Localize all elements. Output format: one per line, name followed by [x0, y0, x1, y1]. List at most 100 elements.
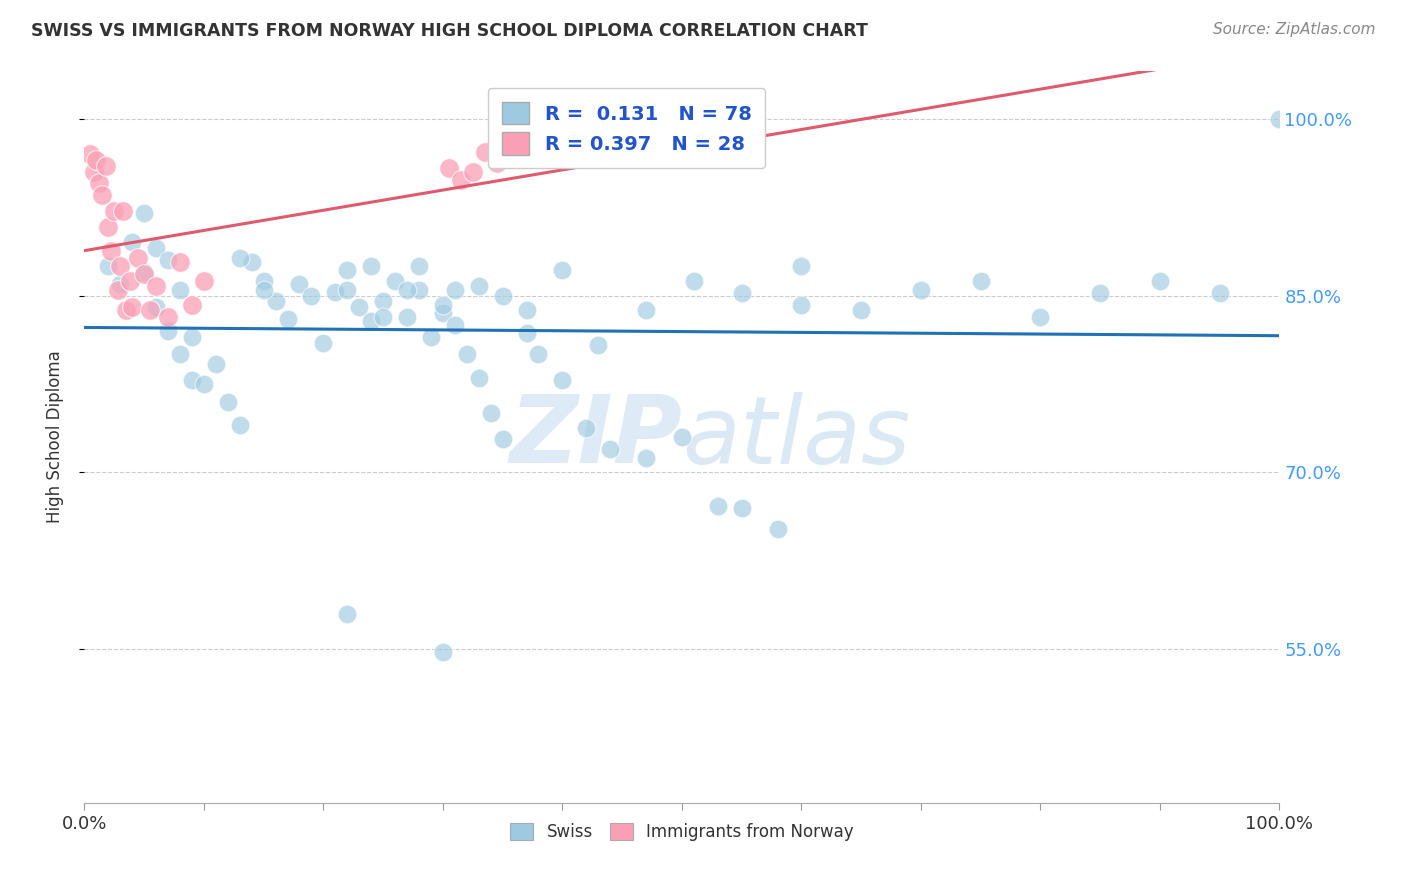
Point: [301, 288, 323, 302]
Point: [100, 244, 122, 258]
Point: [444, 318, 467, 332]
Point: [110, 277, 132, 291]
Point: [325, 285, 347, 299]
Point: [492, 433, 515, 447]
Point: [336, 283, 359, 297]
Point: [432, 645, 454, 659]
Point: [87, 177, 110, 191]
Point: [110, 259, 132, 273]
Point: [516, 302, 538, 317]
Point: [157, 310, 180, 324]
Point: [288, 277, 311, 291]
Point: [115, 302, 138, 317]
Point: [169, 283, 191, 297]
Point: [432, 306, 454, 320]
Point: [97, 220, 120, 235]
Point: [766, 522, 789, 536]
Point: [79, 147, 101, 161]
Point: [253, 274, 276, 288]
Point: [1090, 286, 1112, 301]
Point: [205, 357, 228, 371]
Point: [121, 301, 143, 315]
Point: [373, 294, 395, 309]
Point: [145, 279, 167, 293]
Point: [444, 283, 467, 297]
Point: [118, 274, 141, 288]
Point: [474, 145, 496, 159]
Point: [132, 206, 156, 220]
Point: [456, 347, 478, 361]
Point: [145, 241, 167, 255]
Point: [157, 253, 180, 268]
Point: [336, 262, 359, 277]
Point: [527, 347, 550, 361]
Point: [157, 324, 180, 338]
Point: [181, 374, 204, 388]
Point: [551, 262, 574, 277]
Point: [181, 330, 204, 344]
Point: [132, 265, 156, 279]
Text: SWISS VS IMMIGRANTS FROM NORWAY HIGH SCHOOL DIPLOMA CORRELATION CHART: SWISS VS IMMIGRANTS FROM NORWAY HIGH SCH…: [31, 22, 868, 40]
Point: [264, 294, 287, 309]
Point: [169, 347, 191, 361]
Point: [790, 298, 813, 312]
Point: [360, 259, 382, 273]
Point: [1268, 112, 1291, 126]
Point: [253, 283, 276, 297]
Point: [97, 259, 120, 273]
Point: [731, 286, 754, 301]
Point: [121, 235, 143, 250]
Point: [420, 330, 443, 344]
Point: [671, 430, 693, 444]
Point: [588, 338, 610, 352]
Point: [132, 267, 156, 281]
Point: [86, 153, 108, 167]
Point: [599, 442, 621, 456]
Point: [910, 283, 932, 297]
Point: [373, 310, 395, 324]
Y-axis label: High School Diploma: High School Diploma: [45, 351, 63, 524]
Text: Source: ZipAtlas.com: Source: ZipAtlas.com: [1212, 22, 1375, 37]
Point: [83, 164, 105, 178]
Point: [636, 302, 658, 317]
Point: [468, 279, 491, 293]
Point: [468, 371, 491, 385]
Point: [683, 274, 706, 288]
Point: [360, 314, 382, 328]
Point: [790, 259, 813, 273]
Point: [217, 394, 239, 409]
Point: [336, 607, 359, 621]
Point: [277, 312, 299, 326]
Text: ZIP: ZIP: [509, 391, 682, 483]
Text: atlas: atlas: [682, 392, 910, 483]
Point: [193, 274, 215, 288]
Point: [551, 374, 574, 388]
Point: [91, 188, 114, 202]
Point: [479, 407, 502, 421]
Point: [396, 283, 419, 297]
Point: [1029, 310, 1052, 324]
Point: [432, 298, 454, 312]
Point: [240, 255, 263, 269]
Point: [450, 173, 472, 187]
Point: [707, 499, 730, 513]
Point: [492, 288, 515, 302]
Point: [485, 156, 508, 170]
Point: [396, 310, 419, 324]
Point: [169, 255, 191, 269]
Point: [731, 500, 754, 515]
Point: [181, 298, 204, 312]
Point: [145, 301, 167, 315]
Point: [408, 259, 430, 273]
Point: [103, 203, 125, 218]
Point: [851, 302, 873, 317]
Point: [94, 159, 117, 173]
Point: [575, 420, 598, 434]
Point: [139, 302, 162, 317]
Point: [408, 283, 430, 297]
Point: [970, 274, 993, 288]
Legend: Swiss, Immigrants from Norway: Swiss, Immigrants from Norway: [502, 814, 862, 849]
Point: [461, 164, 484, 178]
Point: [229, 251, 252, 265]
Point: [193, 376, 215, 391]
